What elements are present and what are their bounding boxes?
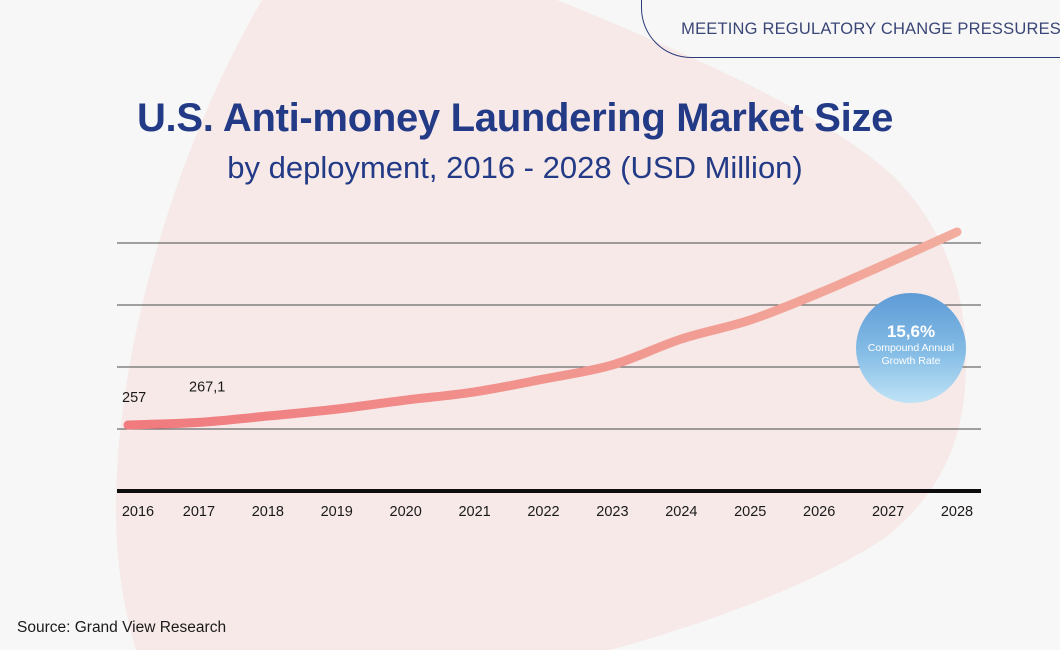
- x-tick-label: 2024: [665, 504, 697, 520]
- data-label: 267,1: [189, 379, 225, 395]
- x-tick-label: 2025: [734, 504, 766, 520]
- gridlines: [117, 242, 981, 430]
- x-tick-label: 2017: [183, 504, 215, 520]
- series-line: [123, 227, 962, 430]
- section-tag-label: MEETING REGULATORY CHANGE PRESSURES: [681, 20, 1060, 38]
- blob-shape: [115, 0, 967, 650]
- cagr-label-line2: Growth Rate: [881, 355, 941, 367]
- cagr-value: 15,6%: [886, 322, 936, 341]
- x-tick-label: 2027: [872, 504, 904, 520]
- x-tick-label: 2018: [252, 504, 284, 520]
- x-tick-label: 2016: [122, 504, 154, 520]
- x-tick-label: 2019: [321, 504, 353, 520]
- x-tick-label: 2020: [390, 504, 422, 520]
- x-tick-label: 2022: [527, 504, 559, 520]
- source-note: Source: Grand View Research: [17, 619, 227, 636]
- chart-title: U.S. Anti-money Laundering Market Size: [136, 96, 894, 140]
- series: [123, 227, 962, 430]
- x-tick-label: 2026: [803, 504, 835, 520]
- cagr-badge: 15,6% Compound Annual Growth Rate: [856, 293, 966, 403]
- labels: 2016 2017 2018 2019 2020 2021 2022 2023 2024 2025…: [122, 379, 973, 520]
- x-tick-label: 2023: [596, 504, 628, 520]
- chart-subtitle: by deployment, 2016 - 2028 (USD Million): [227, 150, 803, 185]
- data-label: 257: [122, 390, 146, 406]
- x-tick-label: 2021: [458, 504, 490, 520]
- x-tick-label: 2028: [941, 504, 973, 520]
- cagr-label-line1: Compound Annual: [867, 342, 955, 354]
